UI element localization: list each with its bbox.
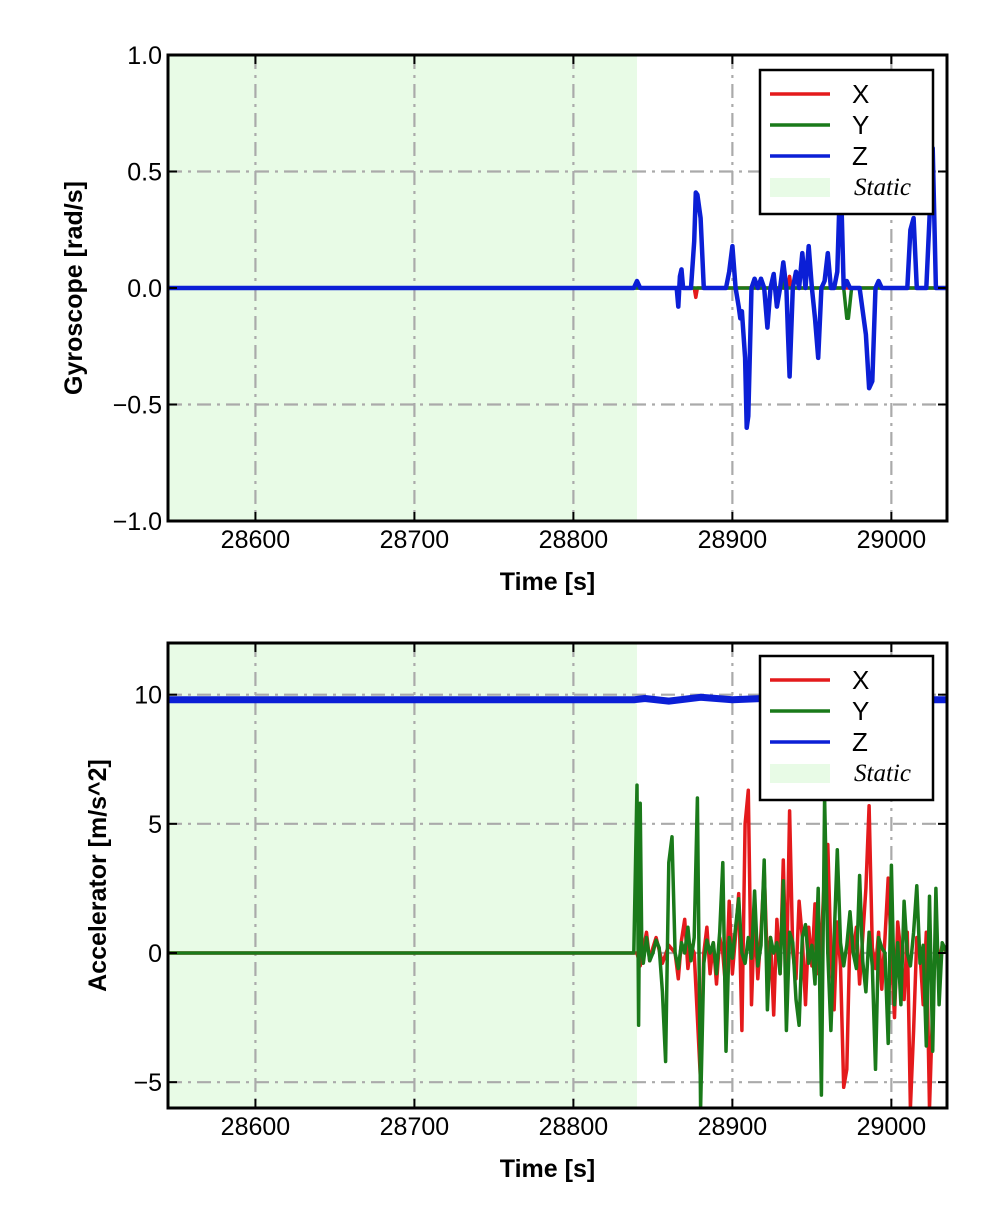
legend: XYZ Static	[758, 654, 935, 802]
y-axis-title: Gyroscope [rad/s]	[60, 181, 88, 395]
legend-label-y: Y	[852, 110, 869, 140]
legend-label-static: Static	[854, 760, 911, 787]
x-tick-label: 28700	[380, 1113, 450, 1141]
legend-label-z: Z	[852, 141, 868, 171]
x-tick-label: 28900	[698, 526, 768, 554]
x-tick-label: 28600	[221, 1113, 291, 1141]
x-axis-title: Time [s]	[500, 568, 595, 596]
chart-panel-2: 28600 28700 28800 28900 29000 −5 0 5 10 Time [s] A…	[84, 641, 949, 1183]
legend-label-y: Y	[852, 696, 869, 726]
y-axis-title: Accelerator [m/s^2]	[84, 759, 112, 992]
series-line-z	[168, 145, 947, 431]
chart-panel-1: 28600 28700 28800 28900 29000 −1.0 −0.5 0.0 0.5 1…	[60, 42, 949, 596]
x-tick-label: 28900	[698, 1113, 768, 1141]
plot-frame	[166, 641, 949, 1110]
series-line-y	[168, 783, 947, 1108]
y-tick-label: −5	[133, 1069, 162, 1097]
y-tick-label: 0.0	[127, 275, 162, 303]
x-tick-label: 28800	[539, 1113, 609, 1141]
y-tick-label: −1.0	[113, 508, 162, 536]
x-axis-title: Time [s]	[500, 1155, 595, 1183]
y-tick-label: 0.5	[127, 159, 162, 187]
y-tick-label: 5	[148, 811, 162, 839]
x-tick-label: 28700	[380, 526, 450, 554]
y-tick-label: 0	[148, 940, 162, 968]
x-tick-label: 28600	[221, 526, 291, 554]
x-tick-label: 28800	[539, 526, 609, 554]
series-group	[168, 145, 947, 431]
legend-swatch-static	[770, 764, 830, 783]
static-region	[168, 643, 637, 1108]
y-tick-label: 1.0	[127, 42, 162, 70]
x-tick-label: 29000	[857, 526, 927, 554]
legend-swatch-static	[770, 178, 830, 197]
x-tick-label: 29000	[857, 1113, 927, 1141]
legend-label-x: X	[852, 665, 869, 695]
legend-label-z: Z	[852, 727, 868, 757]
y-tick-label: −0.5	[113, 392, 162, 420]
series-line-y	[168, 276, 947, 321]
legend: XYZ Static	[758, 68, 935, 216]
y-tick-label: 10	[134, 682, 162, 710]
legend-label-x: X	[852, 79, 869, 109]
legend-label-static: Static	[854, 174, 911, 201]
